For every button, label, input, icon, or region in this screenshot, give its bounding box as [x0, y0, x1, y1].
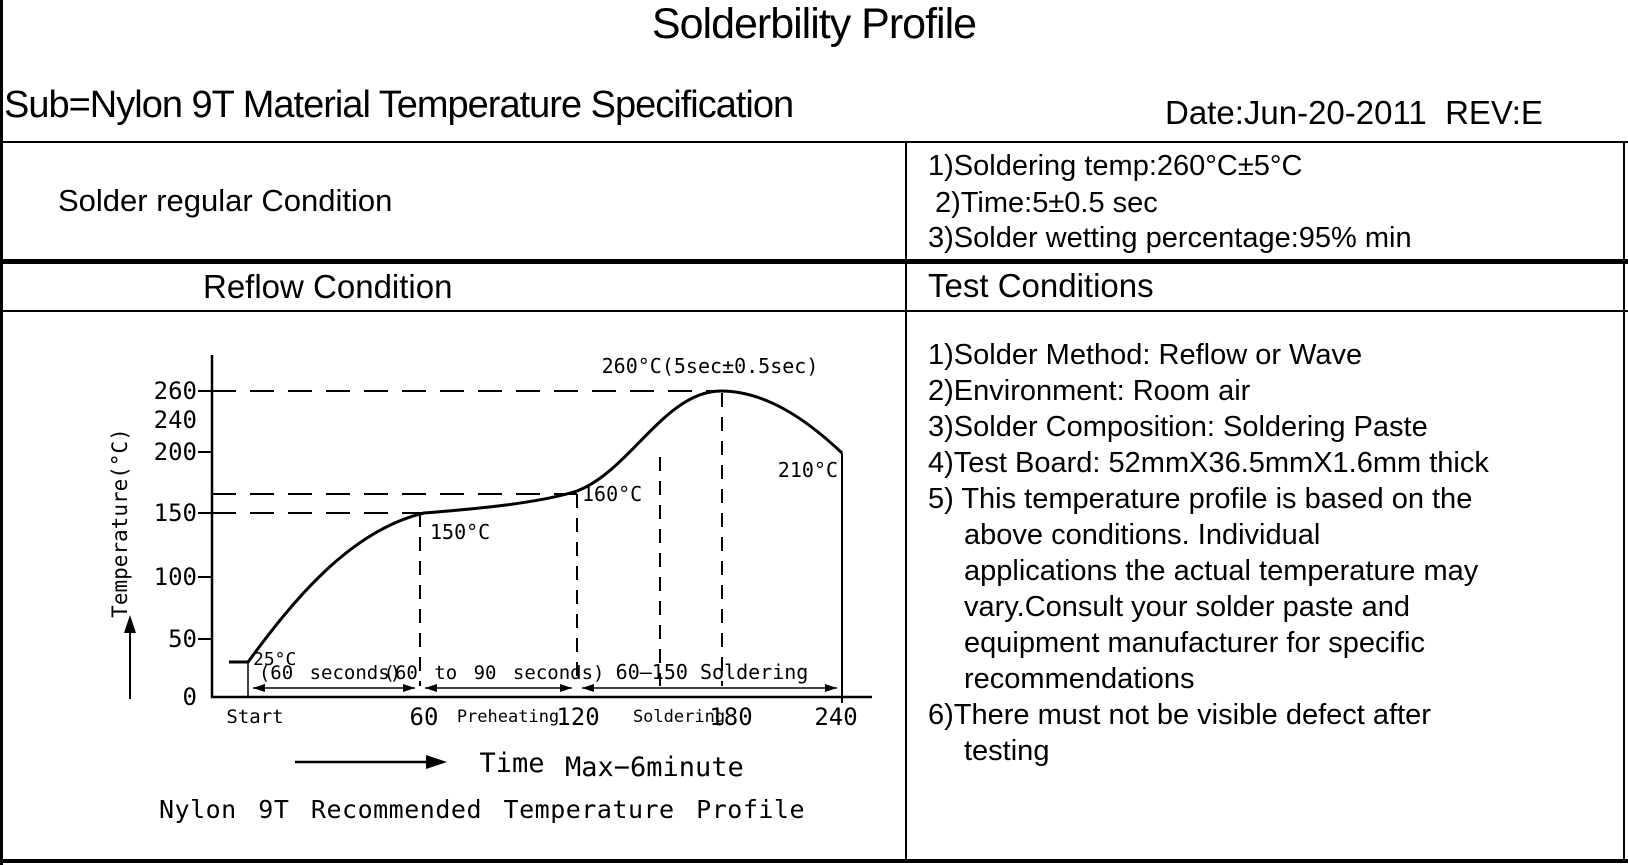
spec-item: 2)Time:5±0.5 sec	[935, 187, 1158, 219]
phase-arrowheads-icon	[253, 684, 837, 692]
y-axis-ticks	[198, 390, 212, 640]
test-condition-line: recommendations	[964, 663, 1195, 695]
temp-210-label: 210°C	[778, 458, 838, 482]
material-subtitle: Sub=Nylon 9T Material Temperature Specif…	[4, 84, 794, 126]
segment2-duration-label: (60 to 90 seconds)	[384, 662, 605, 684]
temperature-curve	[229, 389, 844, 664]
rule-under-rowheads	[0, 310, 1628, 312]
x-tick-120: 120	[556, 703, 599, 731]
y-axis-arrowhead-icon	[124, 615, 136, 633]
time-arrowhead-icon	[426, 755, 447, 769]
solder-regular-condition-items: 1)Soldering temp:260°C±5°C 2)Time:5±0.5 …	[928, 147, 1412, 255]
bottom-border	[0, 859, 1628, 863]
test-conditions-list: 1)Solder Method: Reflow or Wave 2)Enviro…	[928, 337, 1489, 769]
y-tick-150: 150	[154, 499, 197, 527]
dashed-time-guides	[419, 393, 723, 686]
segment3-duration-label: 60–150 Soldering	[616, 660, 809, 684]
x-tick-240: 240	[814, 703, 857, 731]
test-condition-line: 3)Solder Composition: Soldering Paste	[928, 411, 1428, 443]
rule-under-header	[0, 141, 1628, 143]
x-tick-start: Start	[226, 706, 283, 728]
rule-thick-mid	[0, 259, 1628, 264]
x-tick-60: 60	[410, 703, 439, 731]
right-border	[1623, 141, 1625, 863]
left-border	[0, 0, 3, 865]
chart-caption: Nylon 9T Recommended Temperature Profile	[159, 795, 805, 824]
spec-item: 1)Soldering temp:260°C±5°C	[928, 150, 1303, 182]
y-tick-240: 240	[154, 406, 197, 434]
phase-label-preheating: Preheating	[457, 707, 559, 727]
temperature-profile-chart: 260 240 200 150 100 50 0 Temperature(°C)	[108, 354, 872, 824]
y-axis-title: Temperature(°C)	[108, 428, 132, 618]
test-condition-line: equipment manufacturer for specific	[964, 627, 1425, 659]
column-divider	[905, 141, 907, 863]
segment1-duration-label: (60 seconds)	[259, 662, 401, 684]
phase-label-soldering: Soldering	[633, 707, 725, 727]
test-condition-line: above conditions. Individual	[964, 519, 1321, 551]
test-condition-line: applications the actual temperature may	[964, 555, 1479, 587]
y-tick-100: 100	[154, 563, 197, 591]
y-tick-260: 260	[154, 377, 197, 405]
page-title: Solderbility Profile	[651, 0, 977, 48]
test-condition-line: 6)There must not be visible defect after	[928, 699, 1431, 731]
spec-item: 3)Solder wetting percentage:95% min	[928, 222, 1412, 254]
time-label: Time	[479, 748, 544, 779]
test-condition-line: 1)Solder Method: Reflow or Wave	[928, 339, 1363, 371]
test-condition-line: 5) This temperature profile is based on …	[928, 483, 1473, 515]
dashed-temp-guides	[212, 390, 721, 514]
max-time-label: Max−6minute	[565, 752, 744, 783]
test-condition-line: vary.Consult your solder paste and	[964, 591, 1410, 623]
test-condition-line: 2)Environment: Room air	[928, 375, 1251, 407]
solder-regular-condition-heading: Solder regular Condition	[58, 183, 393, 218]
x-tick-180: 180	[709, 703, 752, 731]
chart-axes	[210, 355, 872, 699]
test-condition-line: 4)Test Board: 52mmX36.5mmX1.6mm thick	[928, 447, 1489, 479]
peak-temp-label: 260°C(5sec±0.5sec)	[602, 354, 819, 378]
reflow-condition-heading: Reflow Condition	[203, 268, 453, 305]
temp-160-label: 160°C	[582, 482, 642, 506]
y-tick-200: 200	[154, 438, 197, 466]
temp-150-label: 150°C	[430, 520, 490, 544]
y-tick-0: 0	[183, 683, 197, 711]
y-tick-50: 50	[168, 625, 197, 653]
test-conditions-heading: Test Conditions	[928, 267, 1154, 304]
date-revision: Date:Jun-20-2011 REV:E	[1165, 94, 1543, 131]
start-temp-label: 25°C	[253, 649, 296, 670]
test-condition-line: testing	[964, 735, 1050, 767]
